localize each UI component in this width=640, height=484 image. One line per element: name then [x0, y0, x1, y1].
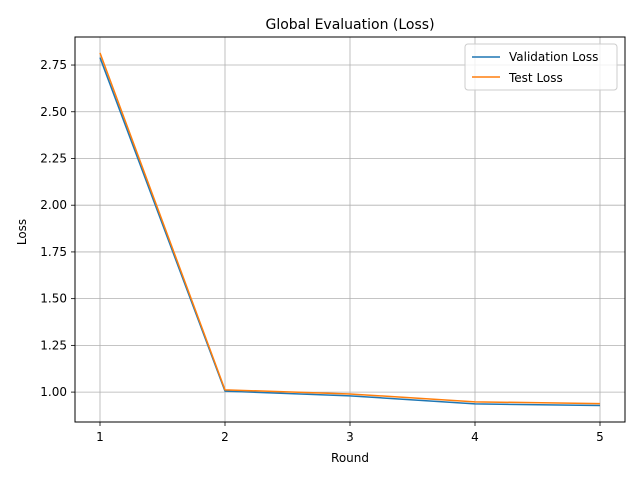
x-tick-label: 1: [96, 430, 104, 444]
series-line-validation-loss: [99, 57, 601, 407]
y-tick-label: 2.25: [40, 151, 67, 165]
x-axis-label: Round: [331, 451, 369, 465]
legend-label-test-loss: Test Loss: [508, 71, 563, 85]
y-tick-label: 2.00: [40, 198, 67, 212]
legend-box: [464, 43, 618, 91]
y-tick-label: 1.00: [40, 385, 67, 399]
y-tick-label: 1.25: [40, 338, 67, 352]
x-tick-label: 4: [471, 430, 479, 444]
y-tick-label: 1.50: [40, 292, 67, 306]
x-tick-label: 2: [221, 430, 229, 444]
series-line-test-loss: [99, 52, 601, 405]
y-tick-label: 2.50: [40, 105, 67, 119]
y-axis-label: Loss: [15, 219, 29, 245]
chart-title: Global Evaluation (Loss): [265, 17, 434, 33]
y-tick-label: 2.75: [40, 58, 67, 72]
series-lines: [99, 52, 601, 407]
legend: Validation Loss Test Loss: [464, 43, 618, 91]
y-tick-label: 1.75: [40, 245, 67, 259]
legend-label-validation-loss: Validation Loss: [509, 50, 598, 64]
grid-lines: [75, 37, 625, 422]
x-tick-label: 5: [596, 430, 604, 444]
x-tick-label: 3: [346, 430, 354, 444]
axis-ticks: 1 2 3 4 5 1.00 1.25 1.50 1.75 2.00 2.25 2.50 2.75: [40, 58, 604, 444]
